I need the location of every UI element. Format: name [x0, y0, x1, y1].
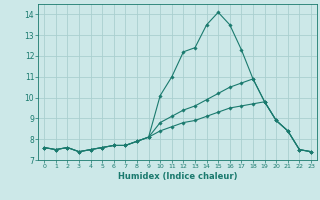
X-axis label: Humidex (Indice chaleur): Humidex (Indice chaleur): [118, 172, 237, 181]
